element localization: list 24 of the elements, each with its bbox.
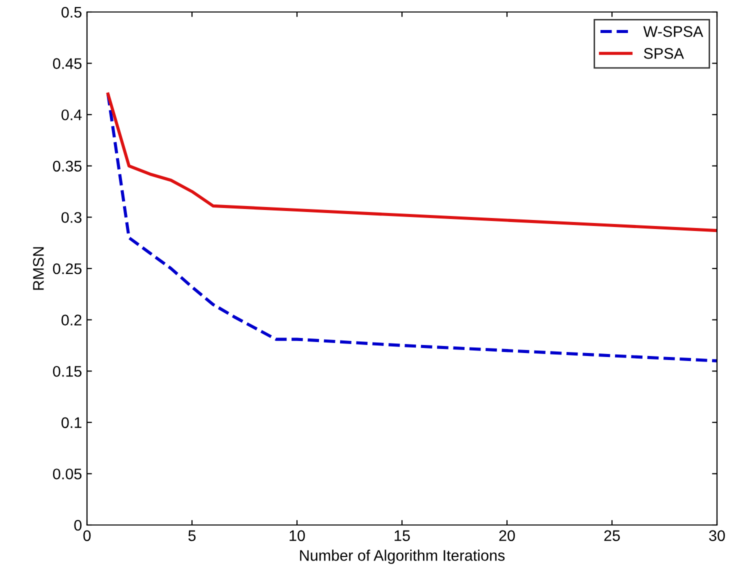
x-tick-label: 10 — [290, 530, 305, 542]
x-axis-title: Number of Algorithm Iterations — [300, 550, 505, 564]
y-tick-label: 0.35 — [53, 160, 82, 172]
y-tick-label: 0 — [74, 520, 82, 531]
legend-label: SPSA — [644, 48, 684, 59]
x-tick-label: 5 — [188, 530, 196, 542]
y-tick-label: 0.25 — [53, 263, 82, 274]
y-tick-label: 0.15 — [53, 366, 82, 377]
y-axis-title: RMSN — [33, 247, 44, 290]
line-series — [106, 92, 717, 232]
x-tick-label: 0 — [83, 530, 91, 542]
y-tick-label: 0.05 — [53, 468, 82, 480]
y-tick-label: 0.1 — [62, 417, 82, 428]
y-tick-label: 0.2 — [62, 314, 82, 326]
x-tick-label: 15 — [394, 530, 410, 542]
y-tick-label: 0.3 — [62, 212, 82, 223]
y-tick-label: 0.5 — [62, 6, 82, 18]
legend-label: W-SPSA — [643, 26, 704, 37]
line-series — [106, 92, 717, 362]
x-tick-label: 25 — [604, 530, 620, 542]
x-tick-label: 30 — [709, 530, 725, 542]
y-tick-label: 0.45 — [53, 58, 82, 69]
y-tick-label: 0.4 — [62, 109, 82, 120]
x-tick-label: 20 — [499, 530, 515, 542]
